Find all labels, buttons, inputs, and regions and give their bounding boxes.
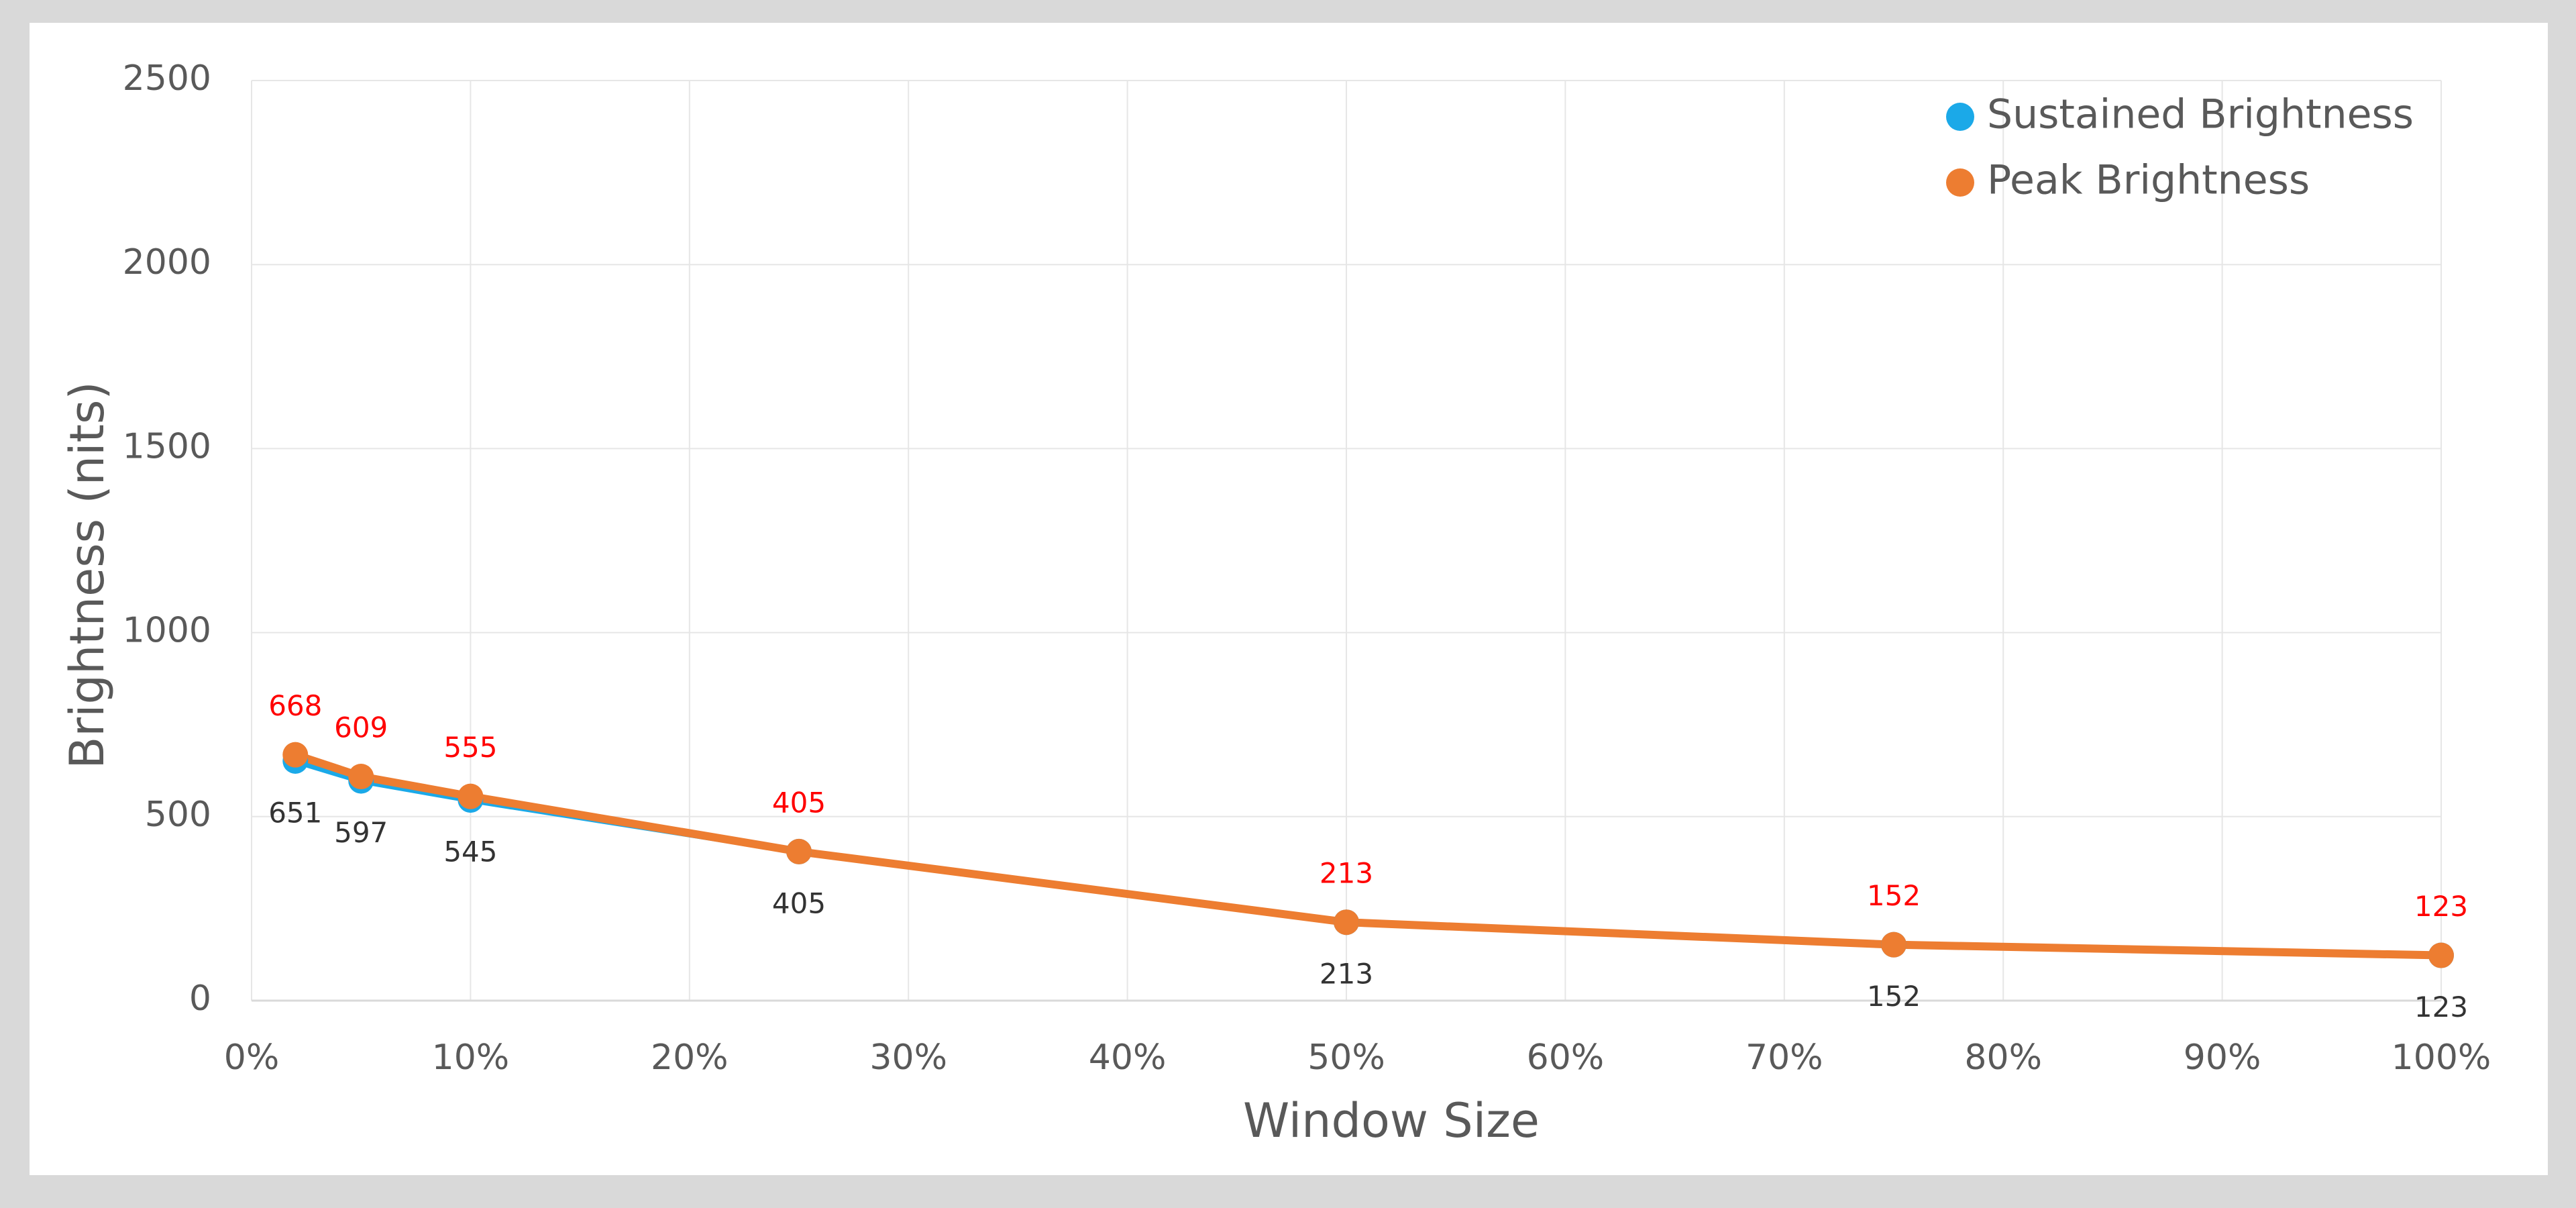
x-tick-label: 50% <box>1307 1038 1385 1078</box>
data-label: 545 <box>443 836 497 868</box>
data-label: 668 <box>268 689 322 722</box>
y-tick-label: 1000 <box>123 611 211 651</box>
data-point <box>458 783 484 809</box>
x-tick-label: 90% <box>2184 1038 2261 1078</box>
data-point <box>348 764 374 790</box>
y-tick-label: 2000 <box>123 242 211 283</box>
x-tick-label: 40% <box>1089 1038 1167 1078</box>
data-label: 597 <box>334 816 388 849</box>
data-label: 651 <box>268 796 322 829</box>
x-tick-label: 80% <box>1964 1038 2042 1078</box>
data-label: 555 <box>443 731 497 764</box>
data-point <box>282 742 309 768</box>
legend-label: Sustained Brightness <box>1987 91 2414 138</box>
data-label: 152 <box>1867 980 1921 1013</box>
y-tick-label: 2500 <box>123 58 211 99</box>
x-tick-label: 30% <box>869 1038 947 1078</box>
x-tick-label: 0% <box>224 1038 280 1078</box>
y-tick-label: 0 <box>189 978 211 1019</box>
data-label: 405 <box>772 786 826 819</box>
data-label: 123 <box>2414 890 2468 923</box>
x-tick-label: 100% <box>2392 1038 2491 1078</box>
data-point <box>2428 942 2454 968</box>
x-tick-label: 10% <box>432 1038 510 1078</box>
data-label: 213 <box>1320 958 1373 991</box>
x-axis-title: Window Size <box>1243 1093 1540 1148</box>
legend-marker <box>1946 168 1974 197</box>
y-axis-title: Brightness (nits) <box>60 381 115 768</box>
legend-label: Peak Brightness <box>1987 157 2310 204</box>
data-label: 152 <box>1867 879 1921 912</box>
data-point <box>1334 909 1359 936</box>
legend-marker <box>1946 103 1974 131</box>
data-label: 213 <box>1320 857 1373 890</box>
x-tick-label: 60% <box>1527 1038 1605 1078</box>
data-label: 609 <box>334 711 388 744</box>
y-tick-label: 1500 <box>123 426 211 466</box>
y-tick-label: 500 <box>145 795 211 835</box>
data-label: 123 <box>2414 991 2468 1023</box>
data-point <box>786 838 812 864</box>
chart-panel <box>30 23 2548 1175</box>
x-tick-label: 70% <box>1746 1038 1823 1078</box>
data-label: 405 <box>772 887 826 919</box>
x-tick-label: 20% <box>651 1038 729 1078</box>
data-point <box>1881 932 1907 958</box>
